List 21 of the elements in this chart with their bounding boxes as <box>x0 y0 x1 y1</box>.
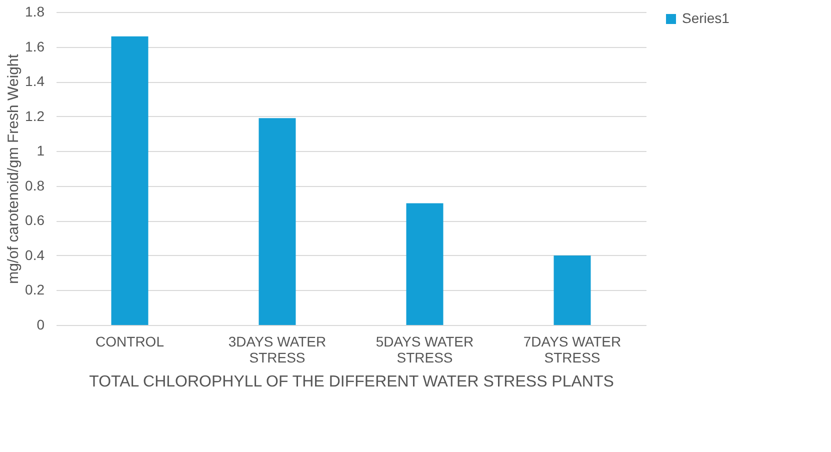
x-tick-label: 7DAYS WATER STRESS <box>523 334 622 366</box>
x-axis-title: TOTAL CHLOROPHYLL OF THE DIFFERENT WATER STRESS PLANTS <box>89 374 614 390</box>
x-tick-label: 5DAYS WATER STRESS <box>376 334 474 366</box>
bar <box>258 118 296 325</box>
y-tick-label: 0.4 <box>25 246 45 263</box>
x-tick-label: 3DAYS WATER STRESS <box>228 334 326 366</box>
x-tick-label: CONTROL <box>96 334 164 350</box>
bar <box>406 203 444 325</box>
legend-label: Series1 <box>682 10 730 26</box>
y-tick-label: 0.2 <box>25 282 45 298</box>
bar <box>111 36 148 325</box>
y-tick-label: 0 <box>36 316 45 332</box>
y-tick-label: 1 <box>36 142 45 159</box>
y-tick-label: 1.8 <box>25 4 45 20</box>
y-tick-label: 1.4 <box>25 73 45 90</box>
y-axis-title: mg/of carotenoid/gm Fresh Weight <box>5 53 22 284</box>
y-tick-label: 1.6 <box>25 38 45 54</box>
y-tick-label: 0.8 <box>25 177 45 194</box>
bar <box>554 255 591 325</box>
y-tick-label: 0.6 <box>25 212 45 228</box>
y-tick-label: 1.2 <box>25 108 45 124</box>
